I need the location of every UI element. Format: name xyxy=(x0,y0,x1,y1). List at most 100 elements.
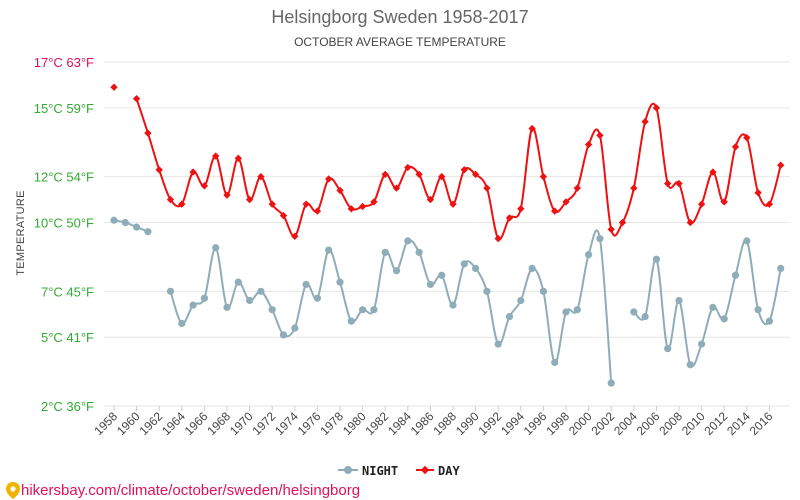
series-line-night xyxy=(169,229,613,384)
data-point-night xyxy=(166,287,175,295)
data-point-day xyxy=(200,182,209,190)
legend-day-marker xyxy=(420,465,430,475)
data-point-day xyxy=(505,214,514,222)
data-point-day xyxy=(438,172,446,181)
data-point-night xyxy=(743,237,751,245)
data-point-day xyxy=(426,195,435,204)
data-point-day xyxy=(596,131,604,140)
data-point-day xyxy=(223,191,231,199)
x-tick-label: 1994 xyxy=(498,409,527,438)
data-point-night xyxy=(415,248,423,256)
x-tick-label: 1976 xyxy=(295,409,324,438)
footer-url[interactable]: hikersbay.com/climate/october/sweden/hel… xyxy=(21,482,360,499)
data-point-day xyxy=(709,168,717,176)
data-point-night xyxy=(257,287,265,295)
data-point-day xyxy=(618,218,627,227)
data-point-night xyxy=(110,216,118,224)
data-point-night xyxy=(234,278,242,286)
data-point-night xyxy=(596,234,604,243)
x-tick-label: 1986 xyxy=(408,409,437,438)
data-point-day xyxy=(155,166,163,174)
data-point-night xyxy=(460,260,468,268)
data-point-night xyxy=(483,287,491,295)
data-point-night xyxy=(765,317,774,325)
data-point-night xyxy=(291,324,299,332)
data-point-night xyxy=(607,379,615,387)
data-point-day xyxy=(166,195,175,204)
x-tick-label: 1958 xyxy=(91,409,120,438)
legend[interactable]: NIGHT DAY xyxy=(338,464,460,478)
series-line-day xyxy=(135,98,782,241)
data-point-night xyxy=(223,303,231,311)
data-point-day xyxy=(110,83,118,91)
data-point-day xyxy=(189,168,197,176)
data-point-day xyxy=(652,104,661,112)
x-tick-label: 2008 xyxy=(656,409,685,438)
x-tick-label: 2014 xyxy=(724,409,753,438)
data-point-night xyxy=(686,361,694,369)
legend-night-label: NIGHT xyxy=(362,464,398,478)
legend-item-day[interactable]: DAY xyxy=(416,464,460,478)
data-point-night xyxy=(133,223,141,231)
data-point-night xyxy=(438,271,446,279)
data-point-day xyxy=(754,189,762,197)
data-point-day xyxy=(630,184,638,192)
data-point-night xyxy=(731,271,740,279)
location-pin-icon xyxy=(6,482,20,499)
data-point-night xyxy=(347,317,355,325)
x-tick-label: 1966 xyxy=(182,409,211,438)
data-point-day xyxy=(234,154,242,162)
data-point-day xyxy=(381,170,389,179)
data-point-day xyxy=(132,95,141,103)
data-point-night xyxy=(449,301,457,309)
data-point-night xyxy=(641,312,649,321)
data-point-night xyxy=(279,331,288,339)
data-point-night xyxy=(212,244,220,252)
y-tick-label: 10°C 50°F xyxy=(34,216,94,231)
data-point-day xyxy=(483,184,491,192)
y-tick-label: 5°C 41°F xyxy=(41,330,94,345)
data-point-day xyxy=(686,218,694,227)
x-tick-label: 2002 xyxy=(589,409,618,438)
data-point-night xyxy=(178,319,186,328)
x-tick-label: 1988 xyxy=(430,409,459,438)
data-point-night xyxy=(698,340,706,348)
data-point-night xyxy=(472,264,480,272)
data-point-day xyxy=(675,179,683,188)
x-tick-label: 1960 xyxy=(114,409,143,438)
data-point-night xyxy=(720,315,728,323)
x-tick-label: 1968 xyxy=(204,409,233,438)
data-point-night xyxy=(144,228,152,236)
data-point-night xyxy=(426,280,434,289)
data-point-day xyxy=(144,129,152,137)
data-point-night xyxy=(630,308,638,316)
data-point-night xyxy=(517,296,525,305)
data-point-night xyxy=(664,345,672,353)
data-point-night xyxy=(573,306,581,314)
series-line-night xyxy=(113,219,149,233)
data-point-day xyxy=(415,170,423,179)
data-point-night xyxy=(336,278,344,286)
data-point-night xyxy=(189,301,197,309)
x-tick-label: 1996 xyxy=(521,409,550,438)
data-point-night xyxy=(246,296,254,305)
data-point-night xyxy=(777,264,785,272)
y-tick-label: 17°C 63°F xyxy=(34,55,94,70)
x-tick-label: 1982 xyxy=(363,409,392,438)
data-point-day xyxy=(279,211,288,220)
data-point-day xyxy=(494,234,502,243)
data-point-day xyxy=(607,225,615,234)
footer-link[interactable]: hikersbay.com/climate/october/sweden/hel… xyxy=(6,482,360,499)
x-tick-label: 1998 xyxy=(543,409,572,438)
data-point-day xyxy=(517,205,525,213)
data-point-day xyxy=(573,184,581,192)
x-tick-label: 2000 xyxy=(566,409,595,438)
data-point-night xyxy=(404,237,412,245)
data-point-day xyxy=(313,207,322,215)
data-point-day xyxy=(664,179,672,188)
legend-item-night[interactable]: NIGHT xyxy=(338,464,398,478)
data-point-night xyxy=(121,218,129,227)
y-tick-label: 7°C 45°F xyxy=(41,284,94,299)
x-tick-label: 1962 xyxy=(137,409,166,438)
